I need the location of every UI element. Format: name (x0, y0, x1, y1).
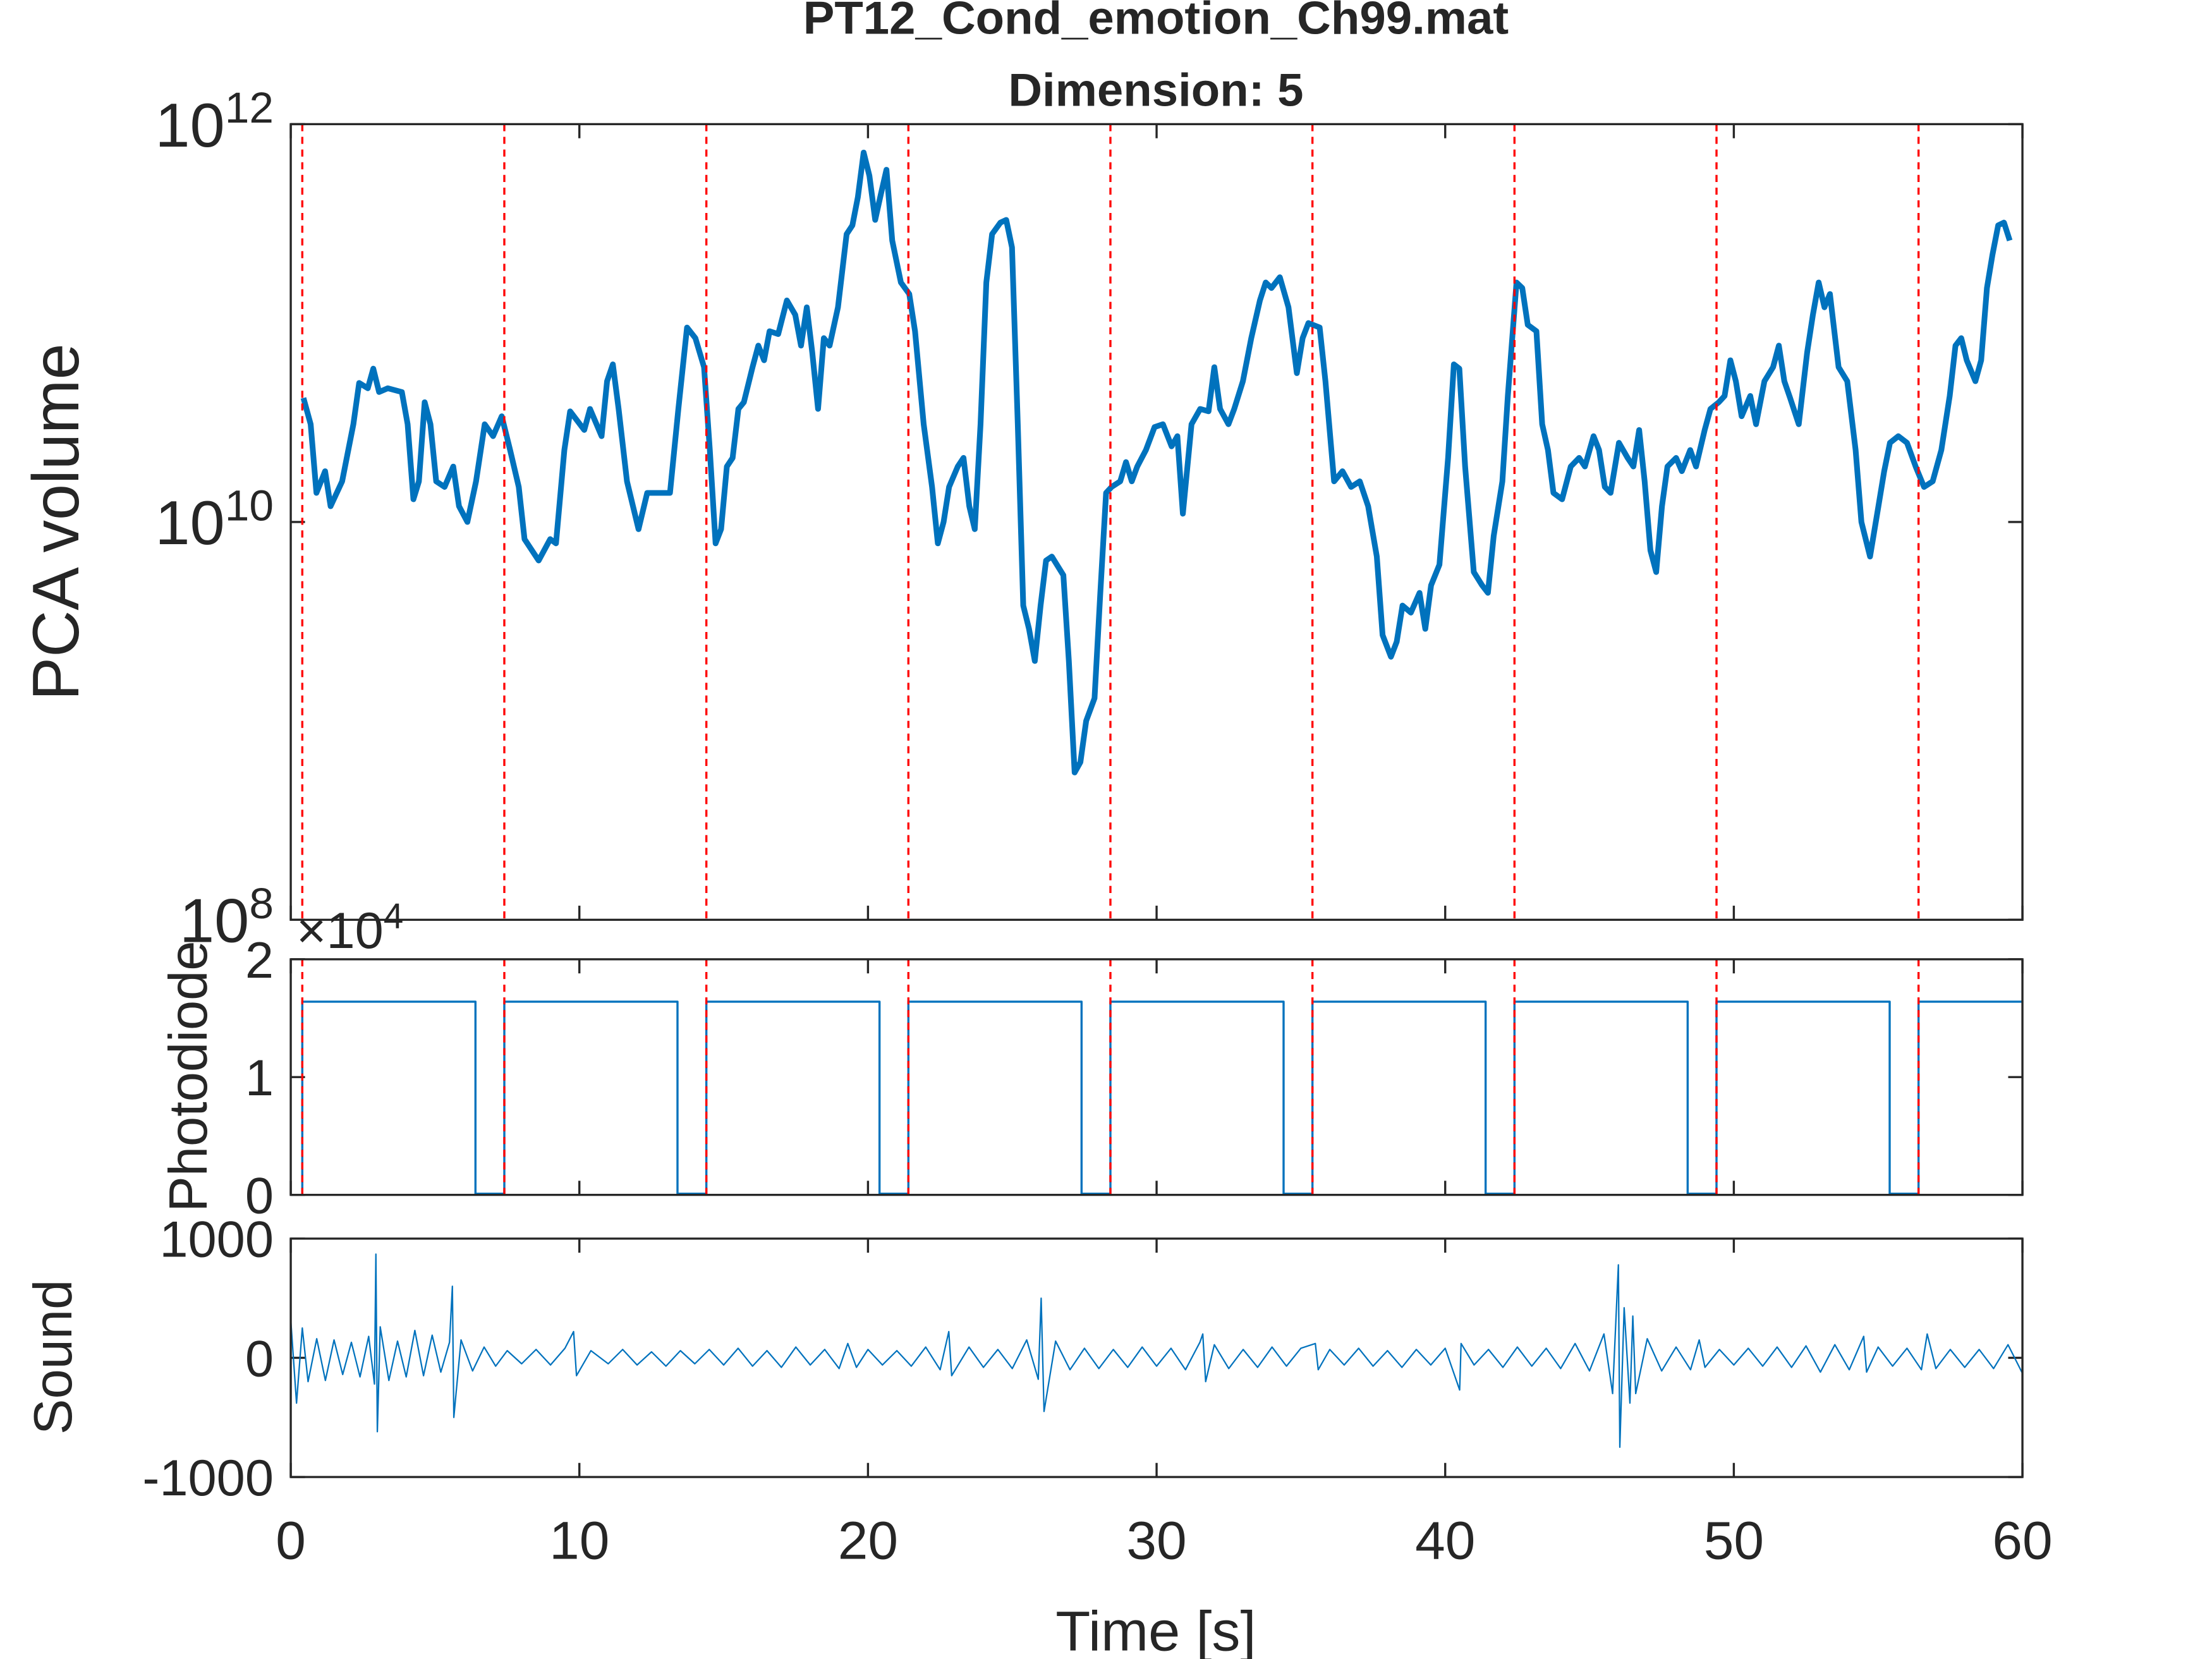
chart-subtitle: Dimension: 5 (1008, 64, 1303, 116)
y-tick-label: -1000 (142, 1450, 274, 1507)
axes-frame (289, 123, 2024, 921)
y-axis-label: Photodiode (159, 941, 219, 1212)
data-line (300, 149, 2013, 775)
x-tick-label: 30 (1126, 1511, 1186, 1571)
chart-title: PT12_Cond_emotion_Ch99.mat (803, 0, 1509, 44)
x-axis-label: Time [s] (1055, 1600, 1256, 1659)
y-tick-label: 0 (245, 1331, 274, 1388)
y-tick-label: 108 (179, 878, 274, 955)
data-line (289, 1253, 2024, 1449)
y-tick-label: 1000 (159, 1212, 274, 1268)
y-tick-label: 1012 (155, 83, 274, 159)
y-axis-label: PCA volume (20, 343, 93, 700)
y-tick-label: 1010 (155, 481, 274, 557)
y-axis-label: Sound (23, 1280, 83, 1435)
axes-frame (289, 958, 2024, 1196)
x-tick-label: 20 (838, 1511, 898, 1571)
x-tick-label: 0 (276, 1511, 306, 1571)
x-tick-label: 10 (549, 1511, 609, 1571)
y-tick-label: 1 (245, 1050, 274, 1107)
y-tick-label: 0 (245, 1168, 274, 1225)
x-tick-label: 60 (1992, 1511, 2052, 1571)
axes-frame (289, 1237, 2024, 1478)
y-tick-label: 2 (245, 932, 274, 989)
x-tick-label: 50 (1704, 1511, 1764, 1571)
x-tick-label: 40 (1415, 1511, 1475, 1571)
y-exponent-label: ×104 (296, 896, 403, 959)
